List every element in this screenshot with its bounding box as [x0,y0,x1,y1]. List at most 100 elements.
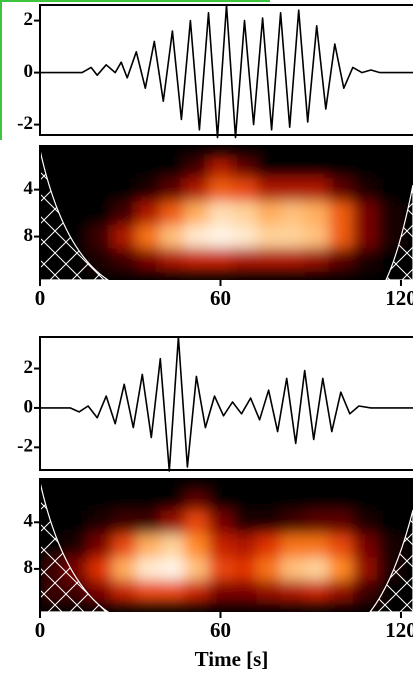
heatmap-cell [304,487,330,512]
heatmap-cell [184,510,209,535]
heatmap-cell [160,487,185,512]
heatmap-cell [64,177,89,202]
heatmap-cell [160,510,185,535]
heatmap-cell [184,557,209,582]
heatmap-cell [352,510,378,535]
heatmap-cell [112,557,137,582]
heatmap-cell [280,248,306,273]
y-tick-label: 0 [24,61,34,82]
heatmap-cell [160,533,185,558]
heatmap-cell [208,580,234,605]
heatmap-cell [304,201,330,226]
heatmap-cell [376,510,402,535]
heatmap-cell [184,248,209,273]
heatmap-cell [328,201,354,226]
heatmap-cell [88,557,113,582]
heatmap-cell [328,487,354,512]
y-tick-label: -2 [17,436,33,457]
heatmap-cell [232,533,258,558]
heatmap-cell [280,580,306,605]
x-tick-label: 0 [35,286,46,310]
heatmap-cell [136,557,161,582]
heatmap-cell [184,487,209,512]
heatmap-cell [88,224,113,249]
heatmap-cell [160,224,185,249]
heatmap-cell [112,248,137,273]
heatmap-cell [304,248,330,273]
heatmap-cell [232,510,258,535]
heatmap-cell [184,533,209,558]
cone-of-influence [369,509,413,612]
heatmap-cell [328,510,354,535]
cone-of-influence [385,184,413,280]
heatmap-cell [88,201,113,226]
heatmap-cell [328,580,354,605]
heatmap-cell [208,557,234,582]
heatmap-cell [376,533,402,558]
heatmap-cell [328,177,354,202]
y-tick-label: -2 [17,113,33,134]
heatmap-cell [256,201,282,226]
heatmap-cell [280,487,306,512]
heatmap-cell [256,557,282,582]
heatmap-cell [160,154,185,179]
x-tick-label: 60 [210,286,231,310]
heatmap-cell [352,487,378,512]
heatmap-cell [232,557,258,582]
heatmap-cell [136,533,161,558]
heatmap-cell [184,177,209,202]
plot-clip [40,481,413,612]
heatmap-cell [352,177,378,202]
heatmap-cell [352,224,378,249]
heatmap-cell [112,580,137,605]
heatmap-cell [64,533,89,558]
heatmap-cell [280,557,306,582]
heatmap-cell [304,580,330,605]
heatmap-cell [232,201,258,226]
heatmap-cell [280,533,306,558]
heatmap-cell [136,248,161,273]
heatmap-cell [160,201,185,226]
heatmap-cell [208,510,234,535]
plot-frame [39,336,413,471]
heatmap-cell [64,201,89,226]
heatmap-cell [136,580,161,605]
heatmap-cell [376,487,402,512]
spectrogram-panel [40,145,413,280]
heatmap-cell [112,177,137,202]
heatmap-cell [280,224,306,249]
heatmap-cell [64,487,89,512]
heatmap-cell [160,557,185,582]
heatmap-cell [88,510,113,535]
heatmap-cell [256,248,282,273]
heatmap-cell [136,510,161,535]
heatmap-cell [256,533,282,558]
y-tick-label: 8 [24,557,34,578]
heatmap-cell [88,248,113,273]
heatmap-cell [64,510,89,535]
heatmap-cell [112,224,137,249]
heatmap-cell [232,154,258,179]
heatmap-cell [136,201,161,226]
heatmap-cell [304,533,330,558]
heatmap-cell [208,154,234,179]
heatmap-cell [280,510,306,535]
x-tick-label: 60 [210,618,231,642]
heatmap-cell [304,177,330,202]
heatmap-cell [400,154,413,179]
heatmap-cell [352,154,378,179]
y-tick-label: 0 [24,396,34,417]
heatmap-cell [88,533,113,558]
heatmap-cell [376,201,402,226]
heatmap-cell [376,177,402,202]
heatmap-cell [280,177,306,202]
heatmap-cell [352,580,378,605]
heatmap-cell [352,248,378,273]
heatmap-cell [304,154,330,179]
y-tick-label: 4 [24,178,34,199]
heatmap-cell [64,154,89,179]
heatmap-cell [328,154,354,179]
heatmap-cell [184,224,209,249]
heatmap-cell [136,177,161,202]
